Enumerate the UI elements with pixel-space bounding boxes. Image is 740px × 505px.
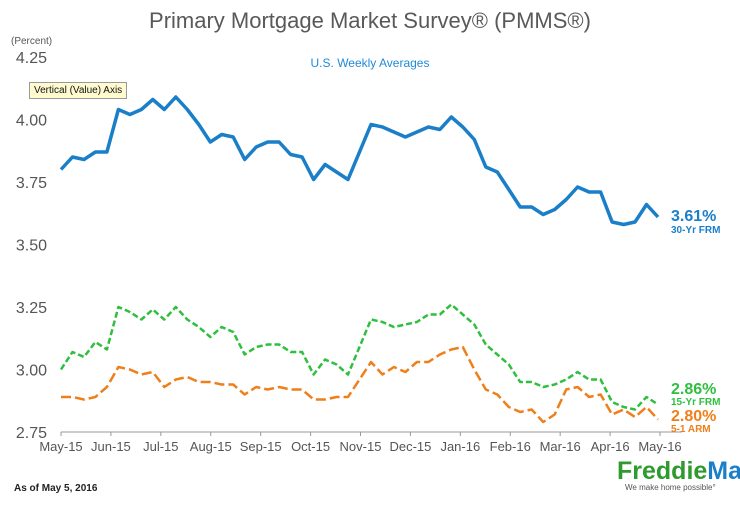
y-tick-label: 3.00 xyxy=(16,363,47,380)
freddie-mac-logo: FreddieMac We make home possible° xyxy=(617,457,740,503)
y-unit-label: (Percent) xyxy=(11,36,53,47)
y-tick-label: 4.25 xyxy=(16,50,47,67)
x-tick-label: May-15 xyxy=(39,439,82,454)
series-group xyxy=(59,95,660,424)
y-axis-ticks: 2.75 3.00 3.25 3.50 3.75 4.00 4.25 xyxy=(16,50,47,442)
x-axis-ticks: May-15 Jun-15 Jul-15 Aug-15 Sep-15 Oct-15 Nov-… xyxy=(39,432,682,454)
end-value-label: 3.61% xyxy=(671,208,716,225)
y-tick-label: 2.75 xyxy=(16,425,47,442)
end-series-label: 5-1 ARM xyxy=(671,424,711,435)
y-tick-label: 3.50 xyxy=(16,238,47,255)
as-of-date: As of May 5, 2016 xyxy=(14,483,98,494)
y-tick-label: 3.25 xyxy=(16,300,47,317)
logo-freddie: Freddie xyxy=(617,457,708,485)
x-tick-label: Feb-16 xyxy=(490,439,531,454)
x-tick-label: Jul-15 xyxy=(143,439,178,454)
x-tick-label: Oct-15 xyxy=(291,439,330,454)
x-tick-label: Dec-15 xyxy=(389,439,431,454)
end-value-label: 2.86% xyxy=(671,381,716,398)
x-tick-label: Jan-16 xyxy=(440,439,480,454)
x-tick-label: Apr-16 xyxy=(591,439,630,454)
chart-subtitle: U.S. Weekly Averages xyxy=(310,56,430,70)
x-tick-label: Aug-15 xyxy=(190,439,232,454)
x-tick-label: Nov-15 xyxy=(340,439,382,454)
axis-tooltip: Vertical (Value) Axis xyxy=(29,82,128,99)
series-15-yr-frm-line xyxy=(59,303,659,411)
y-tick-label: 3.75 xyxy=(16,175,47,192)
logo-mac: Mac xyxy=(707,457,740,485)
end-series-label: 15-Yr FRM xyxy=(671,397,720,408)
end-value-label: 2.80% xyxy=(671,408,716,425)
x-tick-label: May-16 xyxy=(638,439,681,454)
x-tick-label: Mar-16 xyxy=(540,439,581,454)
end-series-label: 30-Yr FRM xyxy=(671,225,720,236)
logo-tagline: We make home possible° xyxy=(625,483,716,492)
series-30-yr-frm-line xyxy=(59,95,660,227)
chart-title: Primary Mortgage Market Survey® (PMMS®) xyxy=(149,8,591,33)
series-5-1-arm-line xyxy=(61,345,659,424)
x-tick-label: Jun-15 xyxy=(91,439,131,454)
y-tick-label: 4.00 xyxy=(16,113,47,130)
x-tick-label: Sep-15 xyxy=(240,439,282,454)
